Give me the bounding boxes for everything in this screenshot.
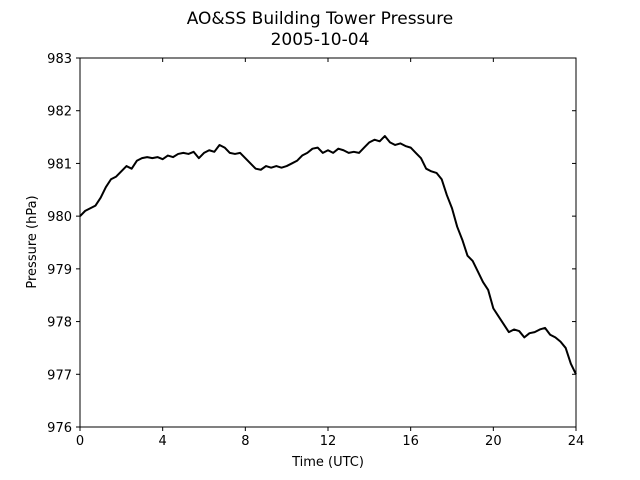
x-tick-label: 4: [159, 434, 167, 449]
x-tick-label: 24: [568, 434, 585, 449]
y-tick-label: 983: [47, 52, 72, 67]
y-tick-label: 976: [47, 421, 72, 436]
x-tick-label: 8: [241, 434, 249, 449]
y-tick-label: 982: [47, 105, 72, 120]
chart-title: AO&SS Building Tower Pressure: [187, 9, 454, 29]
x-tick-label: 12: [320, 434, 337, 449]
x-axis-label: Time (UTC): [291, 455, 364, 470]
y-axis: 976 977 978 979 980 981 982 983: [47, 52, 576, 436]
chart-subtitle: 2005-10-04: [271, 30, 370, 50]
y-tick-label: 979: [47, 263, 72, 278]
pressure-series-line: [79, 135, 577, 375]
y-tick-label: 978: [47, 316, 72, 331]
plot-frame: [79, 57, 577, 428]
x-tick-label: 20: [485, 434, 502, 449]
y-tick-label: 981: [47, 157, 72, 172]
y-axis-label: Pressure (hPa): [25, 195, 40, 288]
y-tick-label: 980: [47, 210, 72, 225]
y-tick-label: 977: [47, 368, 72, 383]
x-tick-label: 0: [76, 434, 84, 449]
x-tick-label: 16: [402, 434, 419, 449]
x-axis: 0 4 8 12 16 20 24: [76, 58, 584, 449]
